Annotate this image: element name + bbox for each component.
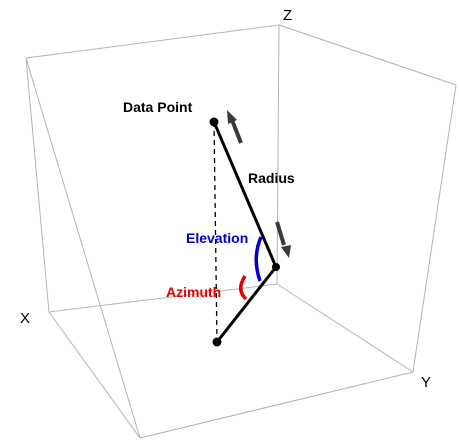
box-back-face	[25, 24, 280, 313]
origin-point-marker	[272, 263, 280, 271]
z-axis-label: Z	[283, 7, 292, 24]
elevation-arc	[254, 236, 263, 282]
arrow-inward-icon	[275, 221, 291, 258]
arrow-outward-icon	[227, 110, 243, 144]
box-edge-bottom-left	[48, 311, 141, 439]
ground-projection-line	[215, 266, 278, 343]
box-edge-top-front	[25, 57, 141, 439]
radius-line	[212, 121, 278, 268]
projection-dashed-line	[213, 121, 218, 343]
elevation-label: Elevation	[186, 230, 248, 246]
box-edge-top-right	[278, 24, 457, 86]
y-axis-label: Y	[421, 374, 431, 391]
x-axis-label: X	[20, 310, 30, 327]
data-point-label: Data Point	[123, 99, 193, 115]
box-edge-bottom-front	[139, 371, 414, 439]
box-edge-right-vertical	[412, 84, 457, 373]
ground-point-marker	[212, 337, 222, 347]
bounding-box	[25, 24, 457, 439]
data-point-marker	[209, 117, 219, 127]
azimuth-label: Azimuth	[166, 284, 221, 300]
azimuth-arc	[239, 275, 248, 301]
radius-label: Radius	[248, 170, 295, 186]
box-edge-bottom-right	[276, 283, 414, 373]
